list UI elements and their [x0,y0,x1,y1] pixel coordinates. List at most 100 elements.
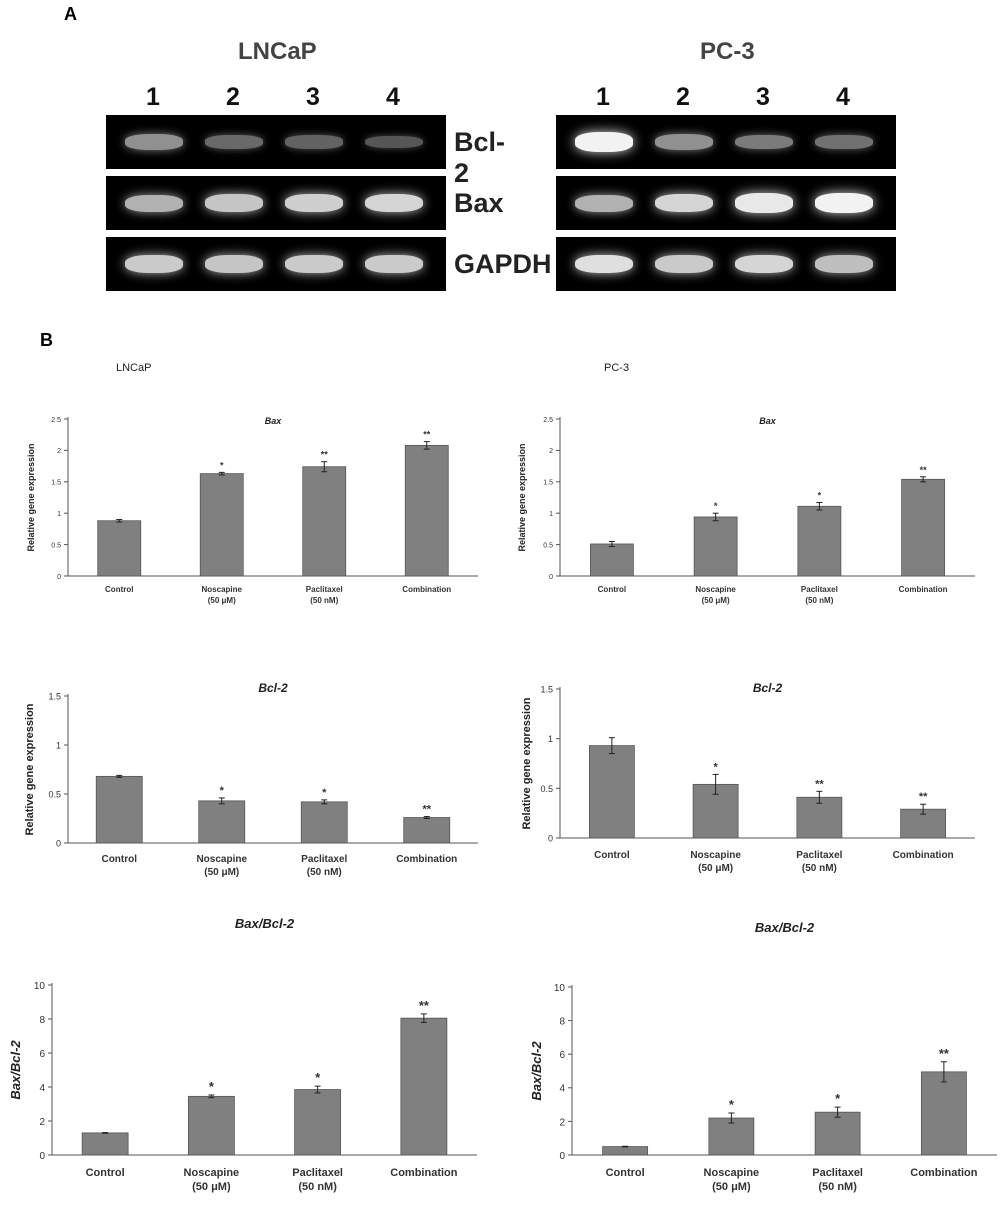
bar [796,796,843,839]
y-tick-label: 0.5 [48,790,61,800]
significance-label: * [818,491,822,501]
gel-row [556,176,896,230]
cell-label-lncap: LNCaP [116,362,152,374]
y-tick-label: 2.5 [51,417,61,424]
gel-band [735,254,793,274]
gel-band [285,193,343,213]
y-tick-label: 0.5 [540,784,553,794]
y-axis-label: Relative gene expression [521,697,533,829]
gel-band [285,135,343,149]
significance-label: * [315,1070,321,1085]
category-label: (50 nM) [802,863,837,874]
gel-band [365,135,423,149]
significance-label: ** [939,1046,950,1061]
bar [404,444,449,577]
gel-band [815,135,873,149]
bar [198,800,246,844]
bar [589,543,634,577]
bar [602,1146,649,1156]
y-tick-label: 1 [56,741,61,751]
category-label: Paclitaxel [796,850,842,861]
category-label: Noscapine [695,585,736,594]
lane-number-4: 4 [386,83,400,111]
lane-number-3: 3 [306,83,320,111]
significance-label: ** [920,465,928,475]
category-label: Control [606,1167,645,1179]
y-tick-label: 0 [559,1151,565,1162]
category-label: (50 μM) [702,596,730,605]
y-axis-label: Relative gene expression [24,703,36,835]
y-tick-label: 1.5 [48,692,61,702]
category-label: Noscapine [704,1167,760,1179]
category-label: Noscapine [196,854,247,865]
y-tick-label: 2.5 [543,417,553,424]
category-label: Combination [402,585,451,594]
significance-label: ** [321,450,329,460]
chart-title: Bax [759,416,777,426]
category-label: Paclitaxel [306,585,343,594]
gel-row [106,115,446,169]
bar [403,817,451,844]
category-label: Control [101,854,137,865]
significance-label: * [209,1079,215,1094]
y-axis-label: Bax/Bcl-2 [529,1041,544,1101]
category-label: Combination [893,850,954,861]
bar [901,478,946,577]
gel-band [285,255,343,273]
y-axis-label: Relative gene expression [26,443,36,551]
bar [708,1117,755,1156]
y-tick-label: 1.5 [51,480,61,487]
gel-band [575,194,633,212]
chart-lncap-bax: Bax Relative gene expression 0 0.5 1 1.5 2 2.5 C… [26,416,478,605]
chart-title: Bcl-2 [258,681,288,695]
lane-number-2: 2 [676,83,690,111]
y-tick-label: 0 [39,1151,45,1162]
category-label: Combination [390,1167,457,1179]
gel-band [815,193,873,213]
gel-band [655,255,713,273]
significance-label: * [220,785,225,797]
lane-number-1: 1 [146,83,160,111]
gel-band [575,132,633,152]
category-label: (50 μM) [192,1181,231,1193]
chart-title: Bax [265,416,283,426]
category-label: (50 nM) [805,596,833,605]
lane-number-2: 2 [226,83,240,111]
y-axis-label: Relative gene expression [517,443,527,551]
significance-label: ** [419,998,430,1013]
y-tick-label: 2 [549,448,553,455]
gel-band [205,255,263,273]
bar [300,801,348,844]
y-tick-label: 0 [56,839,61,849]
chart-lncap-bcl2: Bcl-2 Relative gene expression 0 0.5 1 1.5 Con… [24,681,478,878]
chart-pc3-bcl2: Bcl-2 Relative gene expression 0 0.5 1 1.5 Con… [521,681,975,874]
y-tick-label: 2 [559,1117,565,1128]
y-tick-label: 1 [549,511,553,518]
category-label: (50 nM) [307,867,342,878]
y-tick-label: 4 [39,1083,45,1094]
chart-pc3-bax: Bax Relative gene expression 0 0.5 1 1.5 2 2.5 C… [517,416,975,605]
bar [199,473,244,577]
bar [187,1095,235,1156]
bar [95,775,143,844]
gel-band [125,194,183,212]
y-tick-label: 10 [554,983,566,994]
gel-band [735,134,793,150]
gel-band [205,194,263,212]
category-label: (50 μM) [204,867,239,878]
y-tick-label: 0 [549,574,553,581]
category-label: Noscapine [184,1167,240,1179]
bar [302,466,347,577]
category-label: Paclitaxel [801,585,838,594]
y-tick-label: 4 [559,1084,565,1095]
gel-row [106,176,446,230]
category-label: (50 μM) [698,863,733,874]
y-tick-label: 8 [39,1015,45,1026]
y-tick-label: 1 [57,511,61,518]
y-tick-label: 2 [57,448,61,455]
gel-band [125,255,183,273]
category-label: Combination [910,1167,977,1179]
gel-band [655,193,713,213]
y-tick-label: 0.5 [543,542,553,549]
y-tick-label: 1.5 [543,480,553,487]
